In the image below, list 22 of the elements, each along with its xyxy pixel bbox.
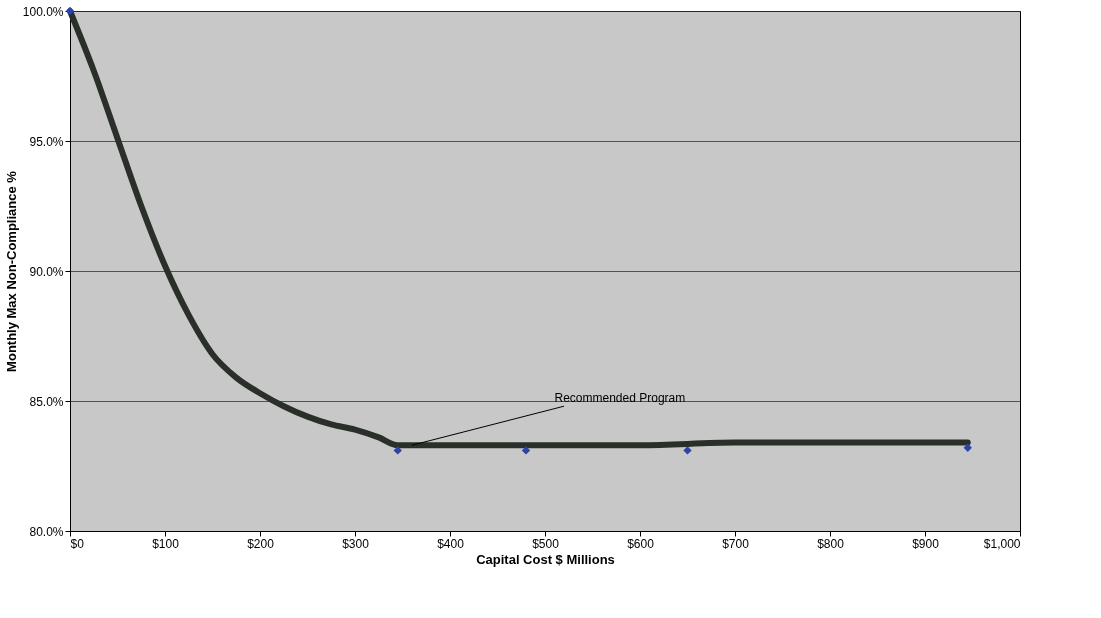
y-tick-label: 100.0% <box>22 4 64 19</box>
x-tick-label: $500 <box>532 536 560 551</box>
x-tick-label: $1,000 <box>983 536 1021 551</box>
point <box>521 446 531 455</box>
x-tick-label: $700 <box>722 536 750 551</box>
x-tick-label: $0 <box>70 536 85 551</box>
y-tick-label: 85.0% <box>29 394 64 409</box>
x-axis-title: Capital Cost $ Millions <box>476 551 615 567</box>
point <box>683 446 692 455</box>
x-tick-label: $600 <box>627 536 655 551</box>
x-tick-label: $200 <box>247 536 275 551</box>
x-tick-label: $900 <box>912 536 940 551</box>
x-tick-label: $800 <box>817 536 845 551</box>
x-tick-label: $300 <box>342 536 370 551</box>
point <box>963 443 972 452</box>
y-tick-label: 90.0% <box>29 264 64 279</box>
y-tick-label: 95.0% <box>29 134 64 149</box>
y-axis-title: Monthly Max Non-Compliance % <box>3 170 19 372</box>
x-tick-label: $400 <box>437 536 465 551</box>
point <box>393 446 402 455</box>
y-tick-label: 80.0% <box>29 524 64 539</box>
x-tick-label: $100 <box>152 536 180 551</box>
